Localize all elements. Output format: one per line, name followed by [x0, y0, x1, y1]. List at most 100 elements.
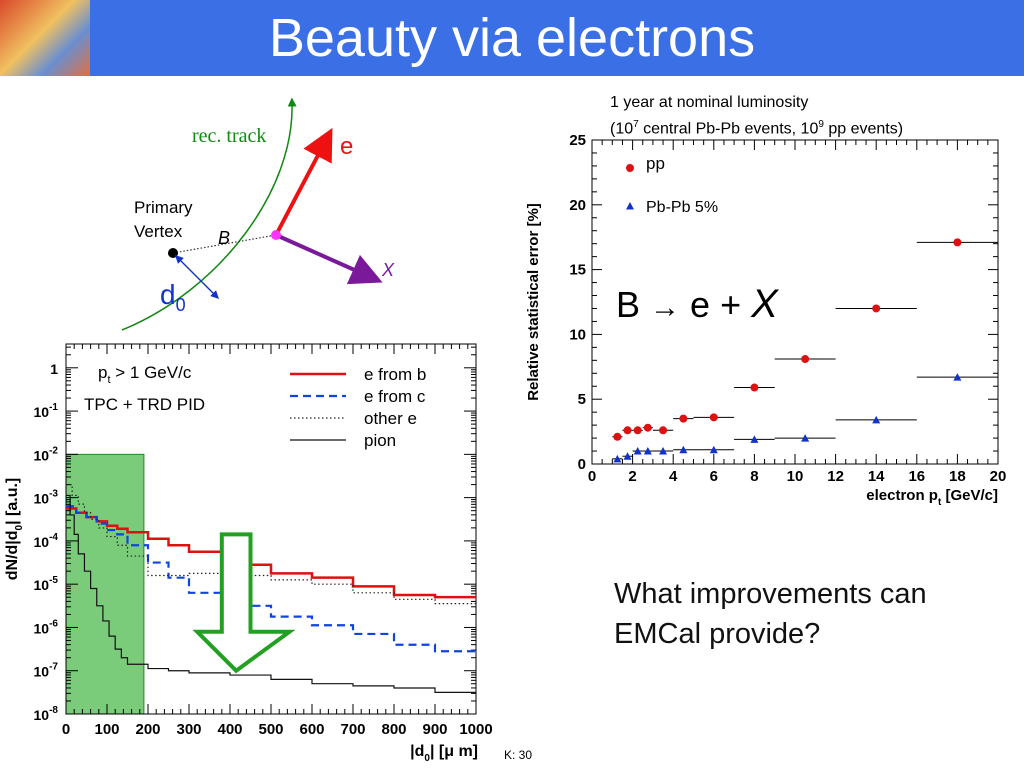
- x-tick-label: 18: [949, 468, 966, 485]
- legend-label-pion: pion: [364, 431, 396, 450]
- decay-diagram: rec. track e Primary Vertex B X d0: [121, 97, 395, 331]
- pbpb-point: [709, 445, 718, 454]
- x-tick-label: 900: [422, 721, 447, 738]
- question-text: What improvements can EMCal provide?: [614, 578, 927, 650]
- primary-label: Primary: [134, 198, 193, 217]
- cut-text-main: p: [98, 363, 107, 382]
- pbpb-point: [633, 447, 642, 455]
- y-tick-exponent: -2: [49, 445, 58, 456]
- y-tick-label: 10-7: [34, 662, 59, 680]
- y-tick-exponent: -7: [49, 662, 58, 673]
- pp-legend-label: pp: [646, 154, 665, 173]
- pbpb-point: [679, 445, 688, 454]
- pbpb-point: [750, 435, 759, 443]
- x-tick-label: 0: [62, 721, 70, 738]
- x-axis-label-main: electron p: [866, 487, 938, 504]
- x-tick-label: 200: [135, 721, 160, 738]
- y-tick-base: 10: [34, 447, 50, 463]
- x-tick-label: 800: [381, 721, 406, 738]
- pp-point: [613, 432, 622, 441]
- pid-text: TPC + TRD PID: [84, 395, 205, 414]
- secondary-vertex-dot: [271, 230, 281, 240]
- x-tick-label: 8: [750, 468, 758, 485]
- error-chart: 0 2 4 6 8 10 12 14 16 18 20 0 5 10 15 20 25 electron pt […: [525, 132, 1007, 508]
- x-tick-label: 100: [94, 721, 119, 738]
- x-arrow: [275, 233, 383, 285]
- x-tick-label: 14: [868, 468, 885, 485]
- luminosity-line1: 1 year at nominal luminosity: [610, 94, 809, 111]
- y-tick-label: 0: [578, 456, 586, 473]
- pp-legend-marker: [626, 164, 634, 172]
- y-tick-label: 1: [50, 361, 58, 377]
- y-tick-label: 25: [569, 132, 586, 149]
- impact-parameter-chart: 0 100 200 300 400 500 600 700 800 900 1000110-110-…: [4, 343, 493, 764]
- y-tick-label: 10-2: [34, 445, 59, 463]
- y-tick-label: 10-4: [34, 532, 59, 550]
- x-axis-label-unit: [GeV/c]: [941, 487, 998, 504]
- y-tick-label: 10-3: [34, 489, 59, 507]
- x-tick-label: 12: [827, 468, 844, 485]
- pbpb-point: [613, 454, 622, 463]
- y-tick-exponent: -8: [49, 705, 58, 716]
- x-axis-label-sub: t: [938, 497, 942, 508]
- header-bar: [0, 0, 1024, 76]
- x-tick-label: 700: [340, 721, 365, 738]
- x-tick-label: 600: [299, 721, 324, 738]
- y-tick-label: 10: [569, 326, 586, 343]
- rec-track-label: rec. track: [192, 125, 266, 147]
- x-tick-label: 1000: [459, 721, 492, 738]
- x-tick-label: 10: [787, 468, 804, 485]
- cut-text: pt > 1 GeV/c: [98, 363, 192, 386]
- pbpb-point: [801, 434, 810, 442]
- x-tick-label: 16: [908, 468, 925, 485]
- pp-point: [633, 426, 642, 435]
- y-tick-base: 10: [34, 664, 50, 680]
- pp-point: [659, 426, 668, 435]
- curve-pion: [66, 494, 476, 693]
- y-tick-base: 10: [34, 577, 50, 593]
- pp-point: [872, 304, 881, 313]
- y-tick-label: 10-6: [34, 618, 59, 636]
- pp-point: [750, 383, 759, 392]
- luminosity-note: 1 year at nominal luminosity (107 centra…: [610, 92, 903, 140]
- pp-point: [623, 426, 632, 435]
- pp-point: [643, 423, 652, 432]
- y-tick-label: 5: [578, 391, 586, 408]
- y-tick-exponent: -3: [49, 489, 58, 500]
- x-tick-label: 4: [669, 468, 678, 485]
- x-axis-label-sub: 0: [424, 753, 430, 764]
- y-axis-label-main: dN/d|d: [4, 530, 21, 580]
- reduction-arrow: [192, 532, 296, 674]
- x-tick-label: 300: [176, 721, 201, 738]
- x-tick-label: 20: [990, 468, 1007, 485]
- y-axis-label: Relative statistical error [%]: [525, 203, 542, 401]
- y-tick-exponent: -5: [49, 575, 58, 586]
- decay-formula: B → e + X: [616, 282, 778, 326]
- curve-c: [66, 505, 476, 653]
- legend-label-b: e from b: [364, 365, 426, 384]
- x-label: X: [381, 260, 395, 280]
- y-axis-label: dN/d|d0| [a.u.]: [4, 478, 25, 581]
- electron-arrow: [274, 127, 333, 236]
- y-tick-base: 10: [34, 707, 50, 723]
- pp-point: [709, 413, 718, 422]
- y-tick-base: 10: [34, 534, 50, 550]
- b-label: B: [218, 228, 230, 248]
- pbpb-point: [643, 447, 652, 455]
- x-tick-label: 0: [588, 468, 596, 485]
- y-tick-base: 1: [50, 361, 58, 377]
- pp-point: [953, 238, 962, 247]
- d0-arrow: [175, 255, 219, 299]
- y-tick-base: 10: [34, 491, 50, 507]
- y-tick-exponent: -1: [49, 402, 58, 413]
- legend-label-c: e from c: [364, 387, 426, 406]
- luminosity-line2: (107 central Pb-Pb events, 109 pp events…: [610, 119, 904, 138]
- cut-text-rest: > 1 GeV/c: [111, 363, 192, 382]
- selected-d0-region: [65, 453, 145, 715]
- electron-label: e: [340, 133, 353, 160]
- footer-code: K: 30: [504, 748, 533, 762]
- x-tick-label: 2: [628, 468, 636, 485]
- y-axis-label-unit: | [a.u.]: [4, 478, 21, 525]
- pbpb-legend-label: Pb-Pb 5%: [646, 199, 718, 216]
- alice-logo: [0, 0, 90, 76]
